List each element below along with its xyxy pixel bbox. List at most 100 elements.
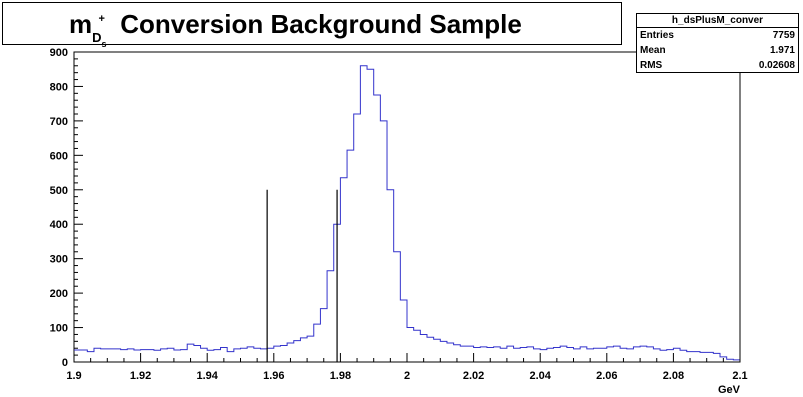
histogram-bin bbox=[727, 359, 734, 362]
y-tick-label: 600 bbox=[50, 150, 68, 162]
x-axis-label: GeV bbox=[718, 384, 741, 396]
title-box: mDs + Conversion Background Sample bbox=[2, 2, 622, 49]
histogram-bin bbox=[607, 347, 614, 362]
stats-label: Mean bbox=[640, 45, 666, 56]
histogram-bin bbox=[134, 350, 141, 362]
stats-value: 7759 bbox=[772, 30, 795, 41]
histogram-bin bbox=[394, 252, 401, 362]
stats-row: RMS 0.02608 bbox=[637, 58, 798, 73]
histogram-bin bbox=[280, 345, 287, 362]
histogram-bin bbox=[560, 346, 567, 362]
y-tick-label: 100 bbox=[50, 323, 68, 335]
histogram-bin bbox=[161, 349, 168, 362]
histogram-bin bbox=[427, 337, 434, 362]
histogram-bin bbox=[387, 190, 394, 362]
stats-label: RMS bbox=[640, 60, 663, 71]
histogram-bin bbox=[214, 350, 221, 362]
histogram-bin bbox=[360, 66, 367, 362]
title-subscript: D bbox=[92, 30, 102, 45]
histogram-bin bbox=[101, 349, 108, 362]
histogram-bin bbox=[327, 271, 334, 362]
title-prefix: m bbox=[69, 9, 93, 39]
histogram-bin bbox=[660, 350, 667, 362]
y-tick-label: 900 bbox=[50, 47, 68, 59]
stats-histogram-name: h_dsPlusM_conver bbox=[637, 14, 798, 28]
y-tick-label: 500 bbox=[50, 185, 68, 197]
histogram-series bbox=[74, 65, 741, 362]
histogram-bin bbox=[420, 334, 427, 362]
histogram-bin bbox=[534, 349, 541, 362]
histogram-bin bbox=[127, 349, 134, 362]
stats-row: Entries 7759 bbox=[637, 28, 798, 43]
histogram-bin bbox=[540, 350, 547, 362]
stats-label: Entries bbox=[640, 30, 674, 41]
histogram-bin bbox=[700, 352, 707, 362]
histogram-bin bbox=[673, 348, 680, 362]
histogram-bin bbox=[201, 348, 208, 362]
histogram-bin bbox=[234, 349, 241, 362]
histogram-bin bbox=[613, 346, 620, 362]
histogram-bin bbox=[94, 348, 101, 362]
stats-value: 0.02608 bbox=[758, 60, 795, 71]
histogram-bin bbox=[680, 350, 687, 362]
x-tick-label: 2.02 bbox=[463, 370, 484, 382]
x-tick-label: 2.04 bbox=[529, 370, 551, 382]
x-tick-label: 1.94 bbox=[196, 370, 218, 382]
histogram-bin bbox=[307, 336, 314, 362]
stats-value: 1.971 bbox=[769, 45, 795, 56]
histogram-bin bbox=[440, 341, 447, 362]
histogram-bin bbox=[414, 330, 421, 362]
histogram-bin bbox=[314, 324, 321, 362]
histogram-bin bbox=[354, 114, 361, 362]
x-tick-label: 2 bbox=[404, 370, 410, 382]
histogram-bin bbox=[320, 309, 327, 362]
histogram-bin bbox=[647, 347, 654, 362]
histogram-bin bbox=[460, 346, 467, 362]
y-tick-label: 0 bbox=[62, 357, 68, 369]
y-tick-label: 800 bbox=[50, 81, 68, 93]
histogram-bin bbox=[547, 348, 554, 362]
x-tick-label: 1.92 bbox=[130, 370, 151, 382]
histogram-bin bbox=[367, 69, 374, 362]
stats-box: h_dsPlusM_conver Entries 7759 Mean 1.971… bbox=[636, 13, 799, 73]
histogram-bin bbox=[600, 348, 607, 362]
histogram-bin bbox=[347, 150, 354, 362]
y-tick-label: 200 bbox=[50, 288, 68, 300]
histogram-bin bbox=[574, 349, 581, 362]
histogram-bin bbox=[147, 350, 154, 362]
histogram-bin bbox=[81, 350, 88, 362]
histogram-bin bbox=[194, 345, 201, 362]
histogram-bin bbox=[260, 349, 267, 362]
x-tick-label: 1.9 bbox=[66, 370, 81, 382]
histogram-bin bbox=[407, 328, 414, 362]
histogram-bin bbox=[467, 346, 474, 362]
histogram-bin bbox=[640, 346, 647, 362]
x-tick-label: 2.08 bbox=[663, 370, 684, 382]
histogram-bin bbox=[507, 346, 514, 362]
title-subscript-sub: s bbox=[101, 39, 107, 49]
histogram-bin bbox=[567, 348, 574, 362]
histogram-bin bbox=[114, 349, 121, 362]
histogram-bin bbox=[107, 349, 114, 362]
histogram-bin bbox=[693, 352, 700, 362]
histogram-bin bbox=[267, 348, 274, 362]
x-tick-label: 2.06 bbox=[596, 370, 617, 382]
chart-title: mDs + Conversion Background Sample bbox=[69, 9, 522, 49]
histogram-bin bbox=[447, 343, 454, 362]
histogram-bin bbox=[374, 95, 381, 362]
title-superscript: + bbox=[98, 12, 105, 25]
histogram-bin bbox=[380, 121, 387, 362]
histogram-bin bbox=[167, 348, 174, 362]
histogram-bin bbox=[174, 350, 181, 362]
x-tick-label: 2.1 bbox=[732, 370, 747, 382]
title-text: Conversion Background Sample bbox=[120, 9, 522, 39]
histogram-bin bbox=[707, 352, 714, 362]
histogram-bin bbox=[580, 347, 587, 362]
histogram-bin bbox=[181, 350, 188, 362]
histogram-bin bbox=[633, 347, 640, 362]
histogram-bin bbox=[733, 360, 740, 362]
histogram-bin bbox=[74, 350, 81, 362]
histogram-bin bbox=[527, 347, 534, 362]
stats-row: Mean 1.971 bbox=[637, 43, 798, 58]
